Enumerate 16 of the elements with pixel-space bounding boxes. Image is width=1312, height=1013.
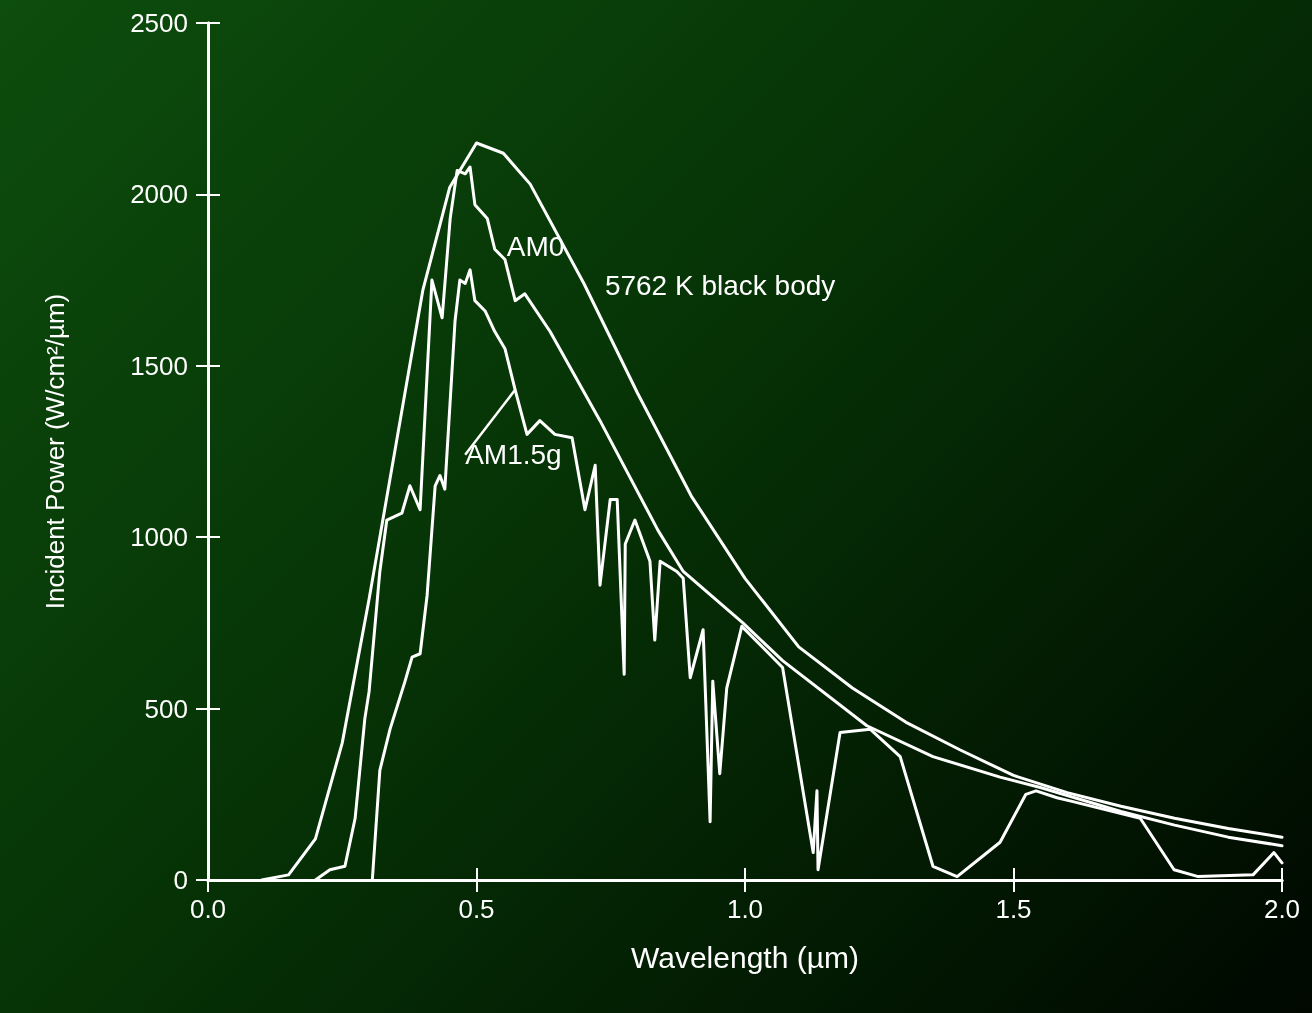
y-axis-title: Incident Power (W/cm²/µm): [40, 293, 70, 610]
x-tick-label: 1.0: [726, 894, 764, 924]
x-tick-label: 1.5: [995, 894, 1032, 924]
x-tick-label: 0.5: [458, 894, 495, 924]
x-axis-title: Wavelength (µm): [631, 940, 859, 974]
x-tick-label: 0.0: [189, 894, 227, 924]
series-label: 5762 K black body: [604, 270, 836, 302]
y-tick-label: 2500: [130, 8, 188, 38]
y-tick-label: 0: [173, 865, 188, 895]
y-tick-label: 1000: [130, 522, 188, 553]
y-tick-label: 1500: [130, 350, 188, 381]
series-label: AM0: [506, 230, 565, 262]
y-tick-label: 2000: [130, 179, 188, 210]
x-tick-label: 2.0: [1263, 894, 1301, 924]
series-label: AM1.5g: [465, 439, 562, 471]
y-tick-label: 500: [144, 693, 188, 724]
